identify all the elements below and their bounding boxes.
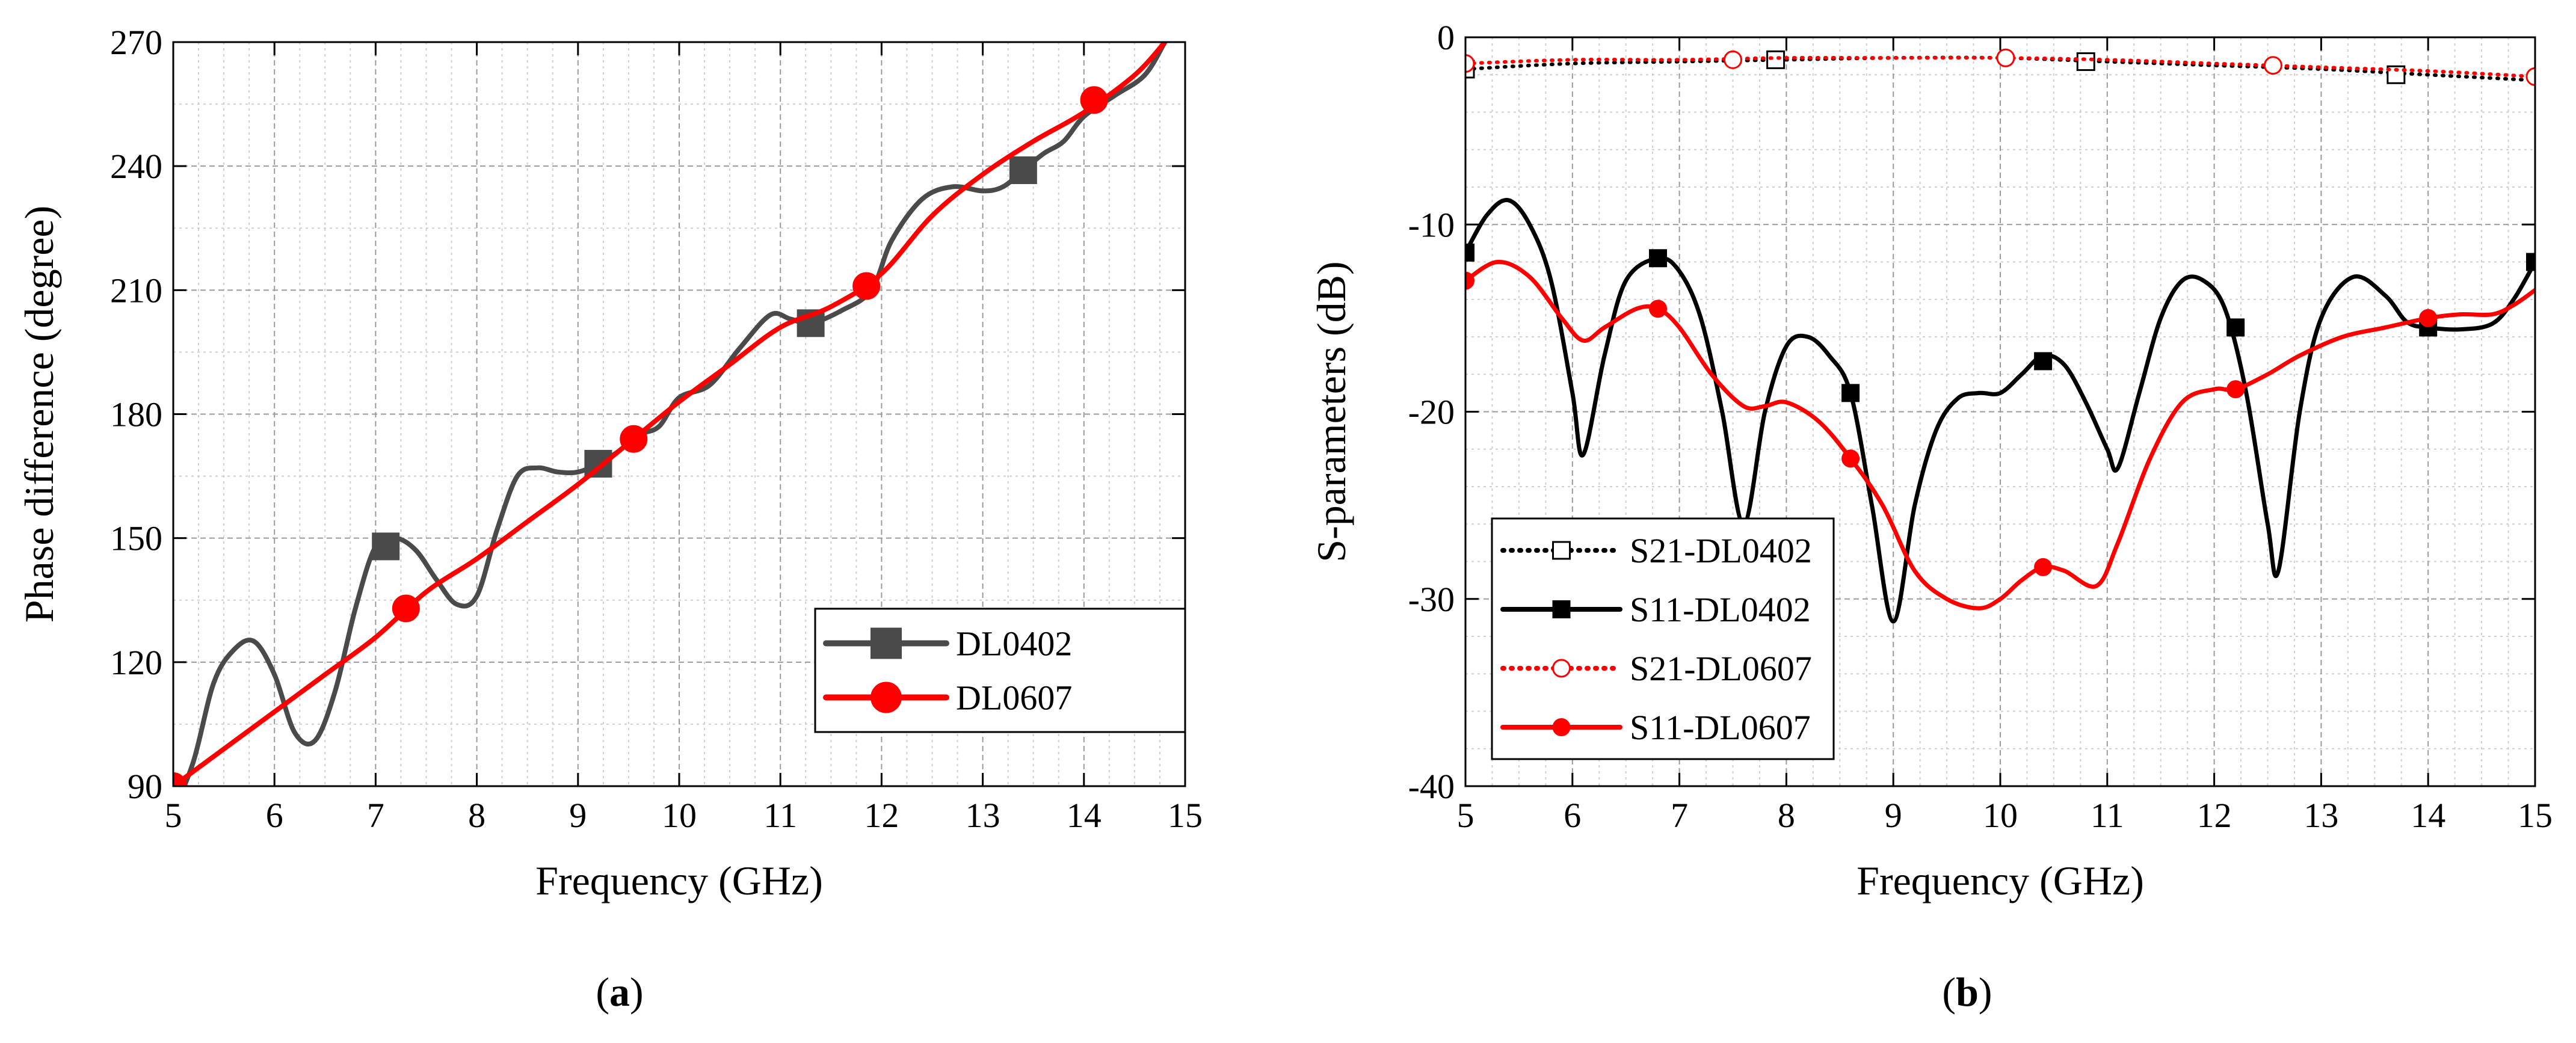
series-marker-dl0607 — [173, 772, 187, 786]
series-marker-s21-dl0607 — [1465, 54, 1475, 73]
series-marker-s21-dl0607 — [2263, 56, 2282, 75]
series-marker-s21-dl0402 — [2076, 52, 2095, 71]
series-marker-dl0402 — [1009, 156, 1037, 185]
legend-label-dl0607: DL0607 — [956, 678, 1072, 718]
series-marker-s11-dl0402 — [1465, 243, 1474, 262]
x-tick-label: 11 — [2091, 796, 2124, 835]
x-tick-label: 5 — [1457, 796, 1474, 835]
x-tick-label: 14 — [1067, 796, 1102, 835]
series-line-s11-dl0607 — [1465, 259, 2535, 611]
x-tick-label: 15 — [2518, 796, 2553, 835]
x-axis-label: Frequency (GHz) — [535, 858, 823, 903]
x-tick-label: 13 — [966, 796, 1000, 835]
subfigure-caption: (b) — [1942, 969, 1992, 1015]
legend: DL0402 DL0607 — [814, 608, 1186, 733]
x-tick-label: 7 — [1671, 796, 1688, 835]
x-axis-label: Frequency (GHz) — [1857, 858, 2144, 903]
y-tick-label: -20 — [1408, 393, 1455, 432]
y-tick-label: -10 — [1408, 205, 1455, 244]
x-tick-label: 8 — [1778, 796, 1795, 835]
gridlines — [173, 42, 1186, 787]
legend-marker-dl0607 — [870, 681, 902, 713]
legend-label-s21-dl0607: S21-DL0607 — [1630, 649, 1812, 688]
caption-letter: a — [609, 969, 630, 1015]
x-tick-label: 9 — [569, 796, 587, 835]
series-marker-s11-dl0607 — [2419, 309, 2438, 327]
series-marker-s11-dl0402 — [1841, 384, 1860, 402]
series-marker-dl0402 — [797, 309, 825, 337]
series-marker-s11-dl0607 — [1841, 449, 1860, 468]
legend-label-s11-dl0402: S11-DL0402 — [1630, 590, 1811, 629]
series-marker-s11-dl0607 — [2034, 558, 2053, 576]
chart-b: 5 6 7 8 9 10 11 12 13 14 15 -40 -30 -20 -10 0 Frequency … — [1308, 18, 2553, 1015]
legend-box — [1491, 517, 1835, 760]
x-tick-label: 6 — [266, 796, 283, 835]
x-tick-label: 5 — [165, 796, 182, 835]
x-tick-label: 13 — [2303, 796, 2338, 835]
subfigure-caption: (a) — [596, 969, 643, 1015]
legend-marker-s11-dl0402 — [1552, 600, 1571, 618]
x-tick-label: 12 — [2197, 796, 2232, 835]
y-axis-label: S-parameters (dB) — [1308, 261, 1354, 562]
y-tick-label: 150 — [110, 519, 162, 558]
legend-label-s11-dl0607: S11-DL0607 — [1630, 708, 1811, 747]
legend-marker-s21-dl0607 — [1552, 659, 1571, 678]
legend-marker-dl0402 — [870, 627, 902, 659]
series-marker-dl0607 — [392, 594, 420, 623]
series-marker-dl0607 — [852, 272, 881, 300]
series-line-dl0607 — [173, 42, 1168, 786]
y-axis-label: Phase difference (degree) — [16, 206, 62, 623]
y-tick-label: -40 — [1408, 767, 1455, 806]
x-tick-label: 15 — [1168, 796, 1203, 835]
x-tick-label: 11 — [763, 796, 797, 835]
x-tick-label: 12 — [864, 796, 899, 835]
series-group — [173, 42, 1168, 786]
y-tick-label: 120 — [110, 643, 162, 682]
series-marker-s11-dl0607 — [2226, 380, 2245, 399]
series-marker-s11-dl0402 — [2226, 318, 2245, 337]
x-tick-label: 10 — [1983, 796, 2018, 835]
y-tick-label: 210 — [110, 271, 162, 310]
x-tick-label: 6 — [1564, 796, 1581, 835]
y-tick-label: -30 — [1408, 580, 1455, 619]
y-tick-label: 90 — [128, 767, 162, 806]
legend-marker-s21-dl0402 — [1552, 541, 1571, 560]
y-tick-label: 240 — [110, 147, 162, 186]
series-line-s11-dl0402 — [1465, 198, 2535, 624]
y-tick-label: 180 — [110, 395, 162, 434]
legend-label-dl0402: DL0402 — [956, 624, 1072, 663]
chart-a: 5 6 7 8 9 10 11 12 13 14 15 90 120 150 180 210 240 270 Fre… — [16, 23, 1203, 1015]
series-marker-s21-dl0607 — [1724, 50, 1742, 69]
x-tick-label: 9 — [1885, 796, 1902, 835]
series-marker-dl0607 — [1080, 86, 1108, 114]
series-marker-s11-dl0607 — [1649, 300, 1668, 318]
series-marker-s11-dl0402 — [2034, 352, 2053, 371]
caption-open: ( — [596, 969, 609, 1015]
caption-letter: b — [1956, 969, 1979, 1015]
caption-open: ( — [1942, 969, 1956, 1015]
caption-close: ) — [1979, 969, 1992, 1015]
caption-close: ) — [630, 969, 644, 1015]
legend-label-s21-dl0402: S21-DL0402 — [1630, 531, 1812, 570]
series-marker-s21-dl0607 — [1996, 48, 2015, 67]
series-marker-s11-dl0402 — [1649, 249, 1668, 268]
x-tick-label: 7 — [367, 796, 384, 835]
series-marker-s11-dl0402 — [2526, 253, 2535, 271]
x-tick-label: 10 — [662, 796, 697, 835]
series-marker-dl0607 — [620, 425, 648, 453]
y-tick-label: 0 — [1437, 18, 1455, 57]
series-line-s21-dl0607 — [1465, 55, 2535, 79]
series-line-s21-dl0402 — [1465, 55, 2535, 82]
series-marker-s21-dl0402 — [1766, 50, 1786, 69]
y-tick-label: 270 — [110, 23, 162, 62]
series-group — [1465, 48, 2535, 624]
series-marker-s11-dl0607 — [1465, 271, 1474, 290]
x-tick-label: 8 — [468, 796, 485, 835]
legend: S21-DL0402 S11-DL0402 S21-DL0607 S11-DL0607 — [1491, 517, 1835, 760]
x-tick-label: 14 — [2411, 796, 2445, 835]
legend-marker-s11-dl0607 — [1552, 718, 1571, 736]
series-marker-s21-dl0607 — [2525, 67, 2535, 86]
series-marker-dl0402 — [372, 532, 400, 561]
